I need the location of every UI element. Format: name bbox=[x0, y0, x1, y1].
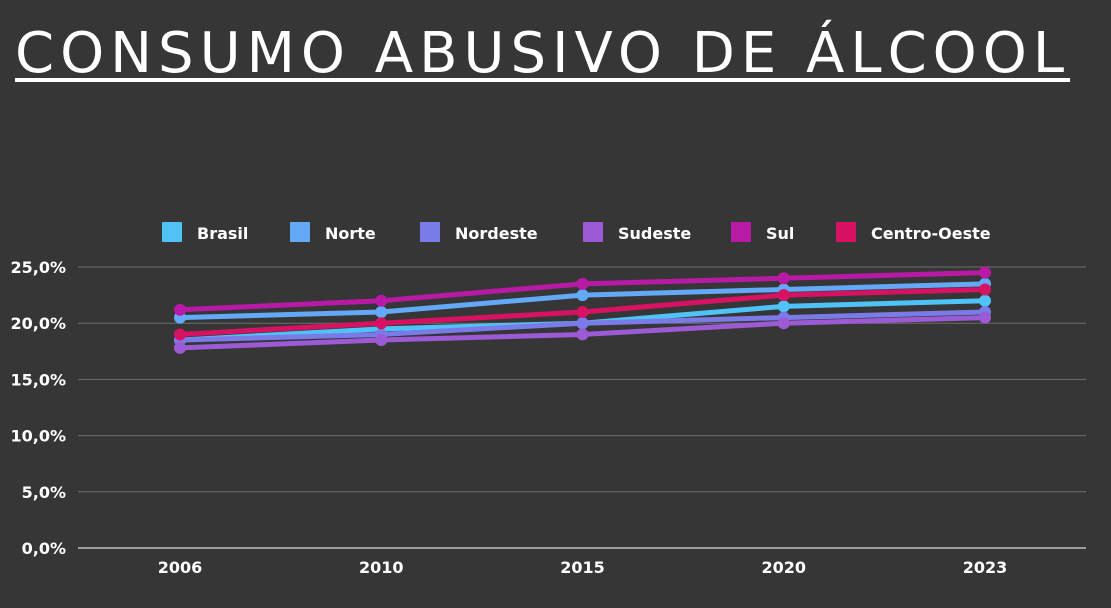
legend-label: Brasil bbox=[197, 224, 248, 243]
x-tick-label: 2006 bbox=[158, 558, 203, 577]
series-sul bbox=[174, 266, 991, 316]
legend-label: Sudeste bbox=[618, 224, 691, 243]
data-point bbox=[979, 311, 991, 324]
data-point bbox=[375, 305, 388, 318]
y-tick-label: 5,0% bbox=[22, 483, 66, 502]
data-point bbox=[576, 277, 589, 290]
series-sudeste bbox=[174, 311, 991, 354]
legend-item: Centro-Oeste bbox=[836, 222, 991, 243]
series-group bbox=[174, 266, 991, 354]
legend-item: Norte bbox=[290, 222, 376, 243]
x-tick-label: 2020 bbox=[761, 558, 806, 577]
legend-item: Brasil bbox=[162, 222, 248, 243]
data-point bbox=[576, 328, 589, 341]
y-tick-label: 25,0% bbox=[10, 258, 66, 277]
legend-item: Sul bbox=[731, 222, 794, 243]
legend-label: Nordeste bbox=[455, 224, 538, 243]
data-point bbox=[576, 305, 589, 318]
legend-swatch bbox=[162, 222, 182, 242]
data-point bbox=[174, 341, 186, 354]
chart-title: CONSUMO ABUSIVO DE ÁLCOOL bbox=[14, 21, 1071, 86]
data-point bbox=[174, 303, 186, 316]
data-point bbox=[777, 300, 790, 313]
data-point bbox=[375, 334, 388, 347]
series-centro-oeste bbox=[174, 283, 991, 341]
x-axis: 2006 2010 2015 2020 2023 bbox=[158, 558, 1008, 577]
y-tick-label: 10,0% bbox=[10, 427, 66, 446]
legend-swatch bbox=[836, 222, 856, 242]
data-point bbox=[174, 328, 186, 341]
legend-item: Sudeste bbox=[583, 222, 691, 243]
data-point bbox=[576, 317, 589, 330]
data-point bbox=[375, 294, 388, 307]
legend-label: Sul bbox=[766, 224, 794, 243]
legend-swatch bbox=[731, 222, 751, 242]
y-tick-label: 15,0% bbox=[10, 370, 66, 389]
legend: Brasil Norte Nordeste Sudeste Sul Centro-Oest… bbox=[162, 222, 991, 243]
y-tick-label: 20,0% bbox=[10, 314, 66, 333]
data-point bbox=[375, 317, 388, 330]
legend-swatch bbox=[420, 222, 440, 242]
x-tick-label: 2010 bbox=[359, 558, 404, 577]
legend-label: Centro-Oeste bbox=[871, 224, 991, 243]
y-tick-label: 0,0% bbox=[22, 539, 66, 558]
data-point bbox=[979, 294, 991, 307]
legend-swatch bbox=[583, 222, 603, 242]
data-point bbox=[777, 317, 790, 330]
data-point bbox=[777, 289, 790, 302]
gridlines bbox=[78, 266, 1086, 549]
data-point bbox=[979, 266, 991, 279]
data-point bbox=[576, 289, 589, 302]
data-point bbox=[777, 272, 790, 285]
legend-label: Norte bbox=[325, 224, 376, 243]
legend-swatch bbox=[290, 222, 310, 242]
data-point bbox=[979, 283, 991, 296]
legend-item: Nordeste bbox=[420, 222, 538, 243]
x-tick-label: 2023 bbox=[963, 558, 1008, 577]
x-tick-label: 2015 bbox=[560, 558, 605, 577]
y-axis: 0,0% 5,0% 10,0% 15,0% 20,0% 25,0% bbox=[10, 258, 66, 558]
